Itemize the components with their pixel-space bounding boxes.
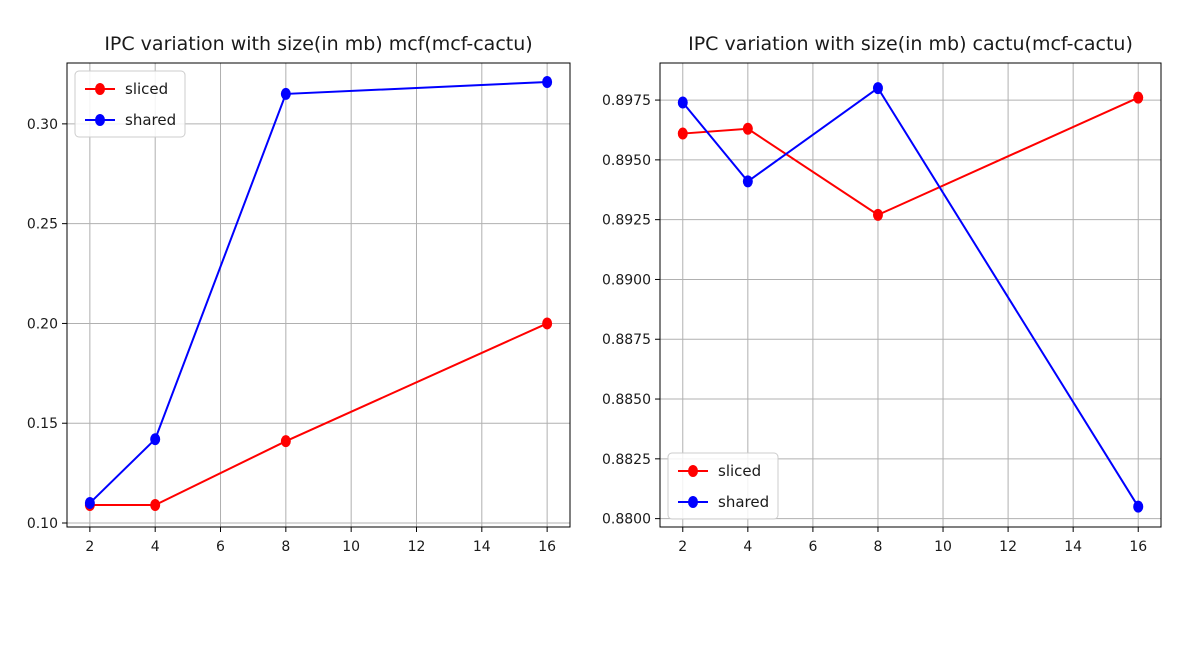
left-sliced-point [150, 499, 161, 512]
right-y-tick-label: 0.8975 [602, 93, 651, 109]
right-y-tick-label: 0.8825 [602, 452, 651, 468]
left-chart: IPC variation with size(in mb) mcf(mcf-c… [27, 33, 571, 555]
left-shared-line [89, 80, 548, 504]
right-x-tick-label: 12 [999, 539, 1017, 555]
left-y-tick-label: 0.30 [27, 117, 58, 133]
right-chart-title: IPC variation with size(in mb) cactu(mcf… [688, 33, 1133, 55]
right-chart: IPC variation with size(in mb) cactu(mcf… [602, 33, 1162, 555]
right-y-tick-label: 0.8800 [602, 512, 651, 528]
right-y-tick-label: 0.8925 [602, 213, 651, 229]
left-axes-frame [66, 62, 571, 528]
left-shared-point [542, 75, 553, 88]
right-shared-point [742, 175, 753, 188]
right-sliced-point [872, 208, 883, 221]
left-sliced-point [542, 317, 553, 330]
left-shared-point [150, 433, 161, 446]
right-y-tick-label: 0.8850 [602, 392, 651, 408]
left-series-sliced [84, 317, 553, 512]
left-legend-label-sliced: sliced [125, 80, 168, 98]
right-x-tick-label: 8 [874, 539, 883, 555]
left-legend-label-shared: shared [125, 111, 176, 129]
right-x-tick-label: 16 [1129, 539, 1147, 555]
left-chart-title: IPC variation with size(in mb) mcf(mcf-c… [104, 33, 532, 55]
left-y-tick-label: 0.25 [27, 217, 58, 233]
right-legend: sliced shared [667, 452, 779, 520]
right-sliced-point [742, 122, 753, 135]
left-y-tick-label: 0.15 [27, 416, 58, 432]
right-series-shared [677, 82, 1144, 513]
right-legend-label-sliced: sliced [718, 462, 761, 480]
left-legend-marker-sliced [95, 83, 105, 95]
left-x-tick-label: 4 [151, 539, 160, 555]
right-shared-point [1133, 500, 1144, 513]
left-x-tick-label: 8 [281, 539, 290, 555]
right-shared-line [681, 86, 1140, 508]
right-x-tick-label: 6 [808, 539, 817, 555]
left-x-tick-label: 2 [85, 539, 94, 555]
right-series-sliced [677, 91, 1144, 221]
right-y-tick-label: 0.8900 [602, 272, 651, 288]
left-legend: sliced shared [74, 70, 186, 138]
right-axes-frame [659, 62, 1162, 528]
right-legend-label-shared: shared [718, 493, 769, 511]
right-x-tick-label: 4 [743, 539, 752, 555]
right-x-tick-label: 2 [678, 539, 687, 555]
right-y-tick-label: 0.8950 [602, 153, 651, 169]
left-x-tick-label: 16 [538, 539, 556, 555]
left-x-tick-label: 10 [342, 539, 360, 555]
left-y-tick-label: 0.10 [27, 516, 58, 532]
left-x-tick-label: 14 [473, 539, 491, 555]
right-sliced-point [677, 127, 688, 140]
right-shared-point [677, 96, 688, 109]
left-shared-point [280, 87, 291, 100]
right-legend-marker-shared [688, 496, 698, 508]
right-y-tick-label: 0.8875 [602, 332, 651, 348]
right-x-tick-label: 14 [1064, 539, 1082, 555]
right-legend-marker-sliced [688, 465, 698, 477]
right-shared-point [872, 82, 883, 95]
left-legend-marker-shared [95, 114, 105, 126]
left-sliced-line [89, 322, 548, 507]
right-sliced-line [682, 96, 1139, 217]
left-y-tick-label: 0.20 [27, 316, 58, 332]
right-sliced-point [1133, 91, 1144, 104]
left-shared-point [84, 497, 95, 510]
right-x-tick-label: 10 [934, 539, 952, 555]
left-x-tick-label: 6 [216, 539, 225, 555]
left-sliced-point [280, 435, 291, 448]
left-x-tick-label: 12 [408, 539, 426, 555]
left-series-shared [84, 75, 553, 510]
